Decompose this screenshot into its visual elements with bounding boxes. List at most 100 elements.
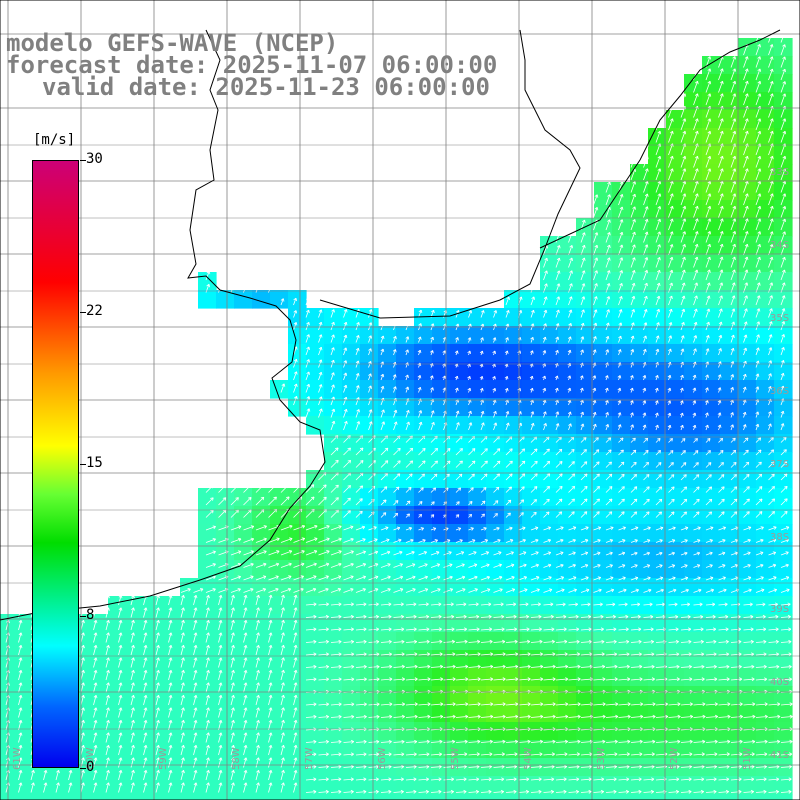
wind-cell (774, 794, 793, 800)
wind-arrow (630, 244, 636, 256)
wind-cell (216, 794, 235, 800)
wind-cell (594, 452, 613, 471)
wind-cell (666, 416, 685, 435)
wind-arrow (718, 180, 724, 193)
wind-cell (522, 290, 541, 309)
wind-cell (702, 776, 721, 795)
wind-cell (648, 452, 667, 471)
wind-cell (540, 380, 559, 399)
wind-cell (396, 326, 415, 345)
wind-arrow (693, 168, 699, 181)
wind-cell (450, 434, 469, 453)
wind-cell (738, 290, 757, 309)
wind-cell (612, 632, 631, 651)
wind-arrow (280, 371, 286, 381)
wind-cell (288, 686, 307, 705)
wind-cell (702, 308, 721, 327)
wind-cell (450, 722, 469, 741)
lat-label: 33S (770, 167, 789, 178)
wind-arrow (755, 193, 762, 206)
wind-cell (720, 326, 739, 345)
wind-cell (756, 704, 775, 723)
wind-cell (288, 344, 307, 363)
wind-cell (90, 794, 109, 800)
wind-arrow (743, 130, 749, 143)
wind-cell (702, 362, 721, 381)
wind-cell (306, 398, 325, 417)
wind-cell (702, 596, 721, 615)
wind-cell (252, 614, 271, 633)
wind-cell (252, 506, 271, 525)
wind-cell (0, 740, 19, 759)
wind-cell (432, 560, 451, 579)
wind-cell (360, 452, 379, 471)
wind-arrow (768, 231, 774, 243)
wind-arrow (705, 180, 712, 193)
wind-cell (702, 560, 721, 579)
wind-cell (702, 164, 721, 183)
lon-label: 57W (304, 747, 315, 770)
wind-cell (684, 758, 703, 777)
wind-cell (522, 560, 541, 579)
wind-arrow (668, 155, 674, 168)
wind-cell (342, 398, 361, 417)
wind-arrow (593, 296, 598, 306)
wind-cell (324, 362, 343, 381)
wind-arrow (780, 295, 786, 306)
wind-cell (756, 506, 775, 525)
wind-arrow (730, 193, 737, 206)
wind-arrow (705, 93, 712, 106)
wind-cell (342, 380, 361, 399)
wind-arrow (755, 93, 762, 106)
wind-cell (504, 380, 523, 399)
wind-cell (450, 308, 469, 327)
wind-arrow (405, 309, 410, 318)
wind-arrow (630, 156, 637, 168)
wind-cell (720, 200, 739, 219)
wind-arrow (743, 118, 749, 131)
wind-cell (234, 290, 253, 309)
wind-cell (468, 668, 487, 687)
wind-cell (396, 380, 415, 399)
wind-cell (432, 362, 451, 381)
wind-arrow (718, 205, 724, 218)
wind-cell (504, 524, 523, 543)
wind-cell (738, 470, 757, 489)
wind-cell (612, 182, 631, 201)
wind-cell (756, 488, 775, 507)
wind-cell (162, 722, 181, 741)
wind-arrow (630, 181, 637, 193)
wind-arrow (293, 310, 298, 318)
wind-arrow (693, 295, 698, 306)
wind-cell (774, 560, 793, 579)
wind-cell (720, 236, 739, 255)
wind-cell (720, 362, 739, 381)
wind-cell (612, 542, 631, 561)
wind-cell (0, 758, 19, 777)
wind-cell (648, 398, 667, 417)
wind-cell (594, 254, 613, 273)
wind-cell (324, 416, 343, 435)
wind-cell (774, 488, 793, 507)
wind-cell (594, 416, 613, 435)
wind-arrow (330, 309, 335, 318)
wind-arrow (543, 270, 548, 281)
wind-cell (468, 506, 487, 525)
wind-cell (216, 578, 235, 597)
wind-arrow (768, 218, 774, 231)
wind-cell (504, 794, 523, 800)
wind-cell (702, 434, 721, 453)
wind-arrows (5, 31, 793, 794)
wind-arrow (318, 321, 323, 331)
wind-cell (702, 146, 721, 165)
wind-cell (360, 326, 379, 345)
wind-cell (522, 506, 541, 525)
colorbar-tick-label: 15 (86, 455, 103, 471)
wind-cell (486, 578, 505, 597)
wind-arrow (780, 93, 787, 106)
wind-cell (486, 542, 505, 561)
wind-cell (738, 56, 757, 75)
wind-cell (342, 308, 361, 327)
wind-cell (756, 722, 775, 741)
wind-cell (684, 578, 703, 597)
